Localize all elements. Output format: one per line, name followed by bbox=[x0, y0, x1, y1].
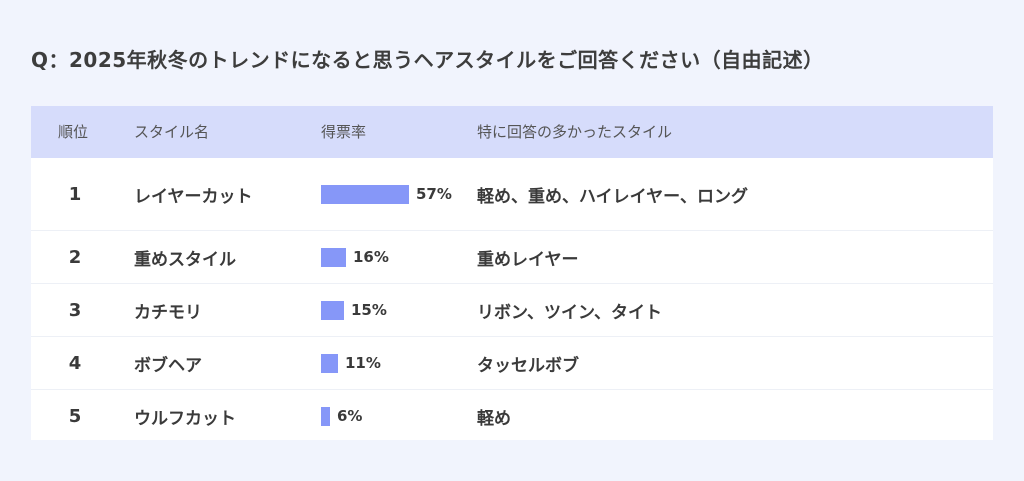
style-name-cell: カチモリ bbox=[134, 302, 202, 323]
header-rank: 順位 bbox=[58, 123, 89, 141]
header-style: スタイル名 bbox=[134, 123, 210, 141]
vote-rate-cell: 16% bbox=[321, 231, 389, 283]
vote-rate-cell: 6% bbox=[321, 390, 362, 442]
vote-percent-label: 15% bbox=[351, 301, 387, 319]
vote-bar bbox=[321, 406, 330, 426]
question-title: Q：2025年秋冬のトレンドになると思うヘアスタイルをご回答ください（自由記述） bbox=[31, 48, 824, 72]
rank-cell: 5 bbox=[68, 405, 82, 427]
vote-percent-label: 57% bbox=[416, 185, 452, 203]
vote-percent-label: 16% bbox=[353, 248, 389, 266]
style-name-cell: ウルフカット bbox=[134, 408, 236, 429]
style-name-cell: 重めスタイル bbox=[134, 249, 236, 270]
vote-percent-label: 11% bbox=[345, 354, 381, 372]
style-name-cell: ボブヘア bbox=[134, 355, 202, 376]
table-header: 順位 スタイル名 得票率 特に回答の多かったスタイル bbox=[31, 106, 993, 158]
rank-cell: 1 bbox=[68, 183, 82, 205]
rank-cell: 2 bbox=[68, 246, 82, 268]
vote-rate-cell: 15% bbox=[321, 284, 387, 336]
rank-cell: 4 bbox=[68, 352, 82, 374]
table-row: 2 重めスタイル 16% 重めレイヤー bbox=[31, 230, 993, 283]
table-row: 1 レイヤーカット 57% 軽め、重め、ハイレイヤー、ロング bbox=[31, 158, 993, 230]
features-cell: タッセルボブ bbox=[477, 355, 579, 376]
vote-percent-label: 6% bbox=[337, 407, 363, 425]
vote-rate-cell: 11% bbox=[321, 337, 381, 389]
features-cell: リボン、ツイン、タイト bbox=[477, 302, 662, 323]
features-cell: 軽め bbox=[477, 408, 511, 429]
style-name-cell: レイヤーカット bbox=[134, 186, 253, 207]
rank-cell: 3 bbox=[68, 299, 82, 321]
table-body: 1 レイヤーカット 57% 軽め、重め、ハイレイヤー、ロング 2 重めスタイル … bbox=[31, 158, 993, 442]
vote-bar bbox=[321, 353, 338, 373]
features-cell: 重めレイヤー bbox=[477, 249, 579, 270]
ranking-table: 順位 スタイル名 得票率 特に回答の多かったスタイル 1 レイヤーカット 57%… bbox=[31, 106, 993, 440]
vote-bar bbox=[321, 300, 344, 320]
table-row: 3 カチモリ 15% リボン、ツイン、タイト bbox=[31, 283, 993, 336]
table-row: 4 ボブヘア 11% タッセルボブ bbox=[31, 336, 993, 389]
vote-bar bbox=[321, 184, 409, 204]
features-cell: 軽め、重め、ハイレイヤー、ロング bbox=[477, 186, 748, 207]
header-vote-rate: 得票率 bbox=[321, 123, 367, 141]
vote-rate-cell: 57% bbox=[321, 158, 452, 230]
header-features: 特に回答の多かったスタイル bbox=[477, 123, 673, 141]
vote-bar bbox=[321, 247, 346, 267]
table-row: 5 ウルフカット 6% 軽め bbox=[31, 389, 993, 442]
